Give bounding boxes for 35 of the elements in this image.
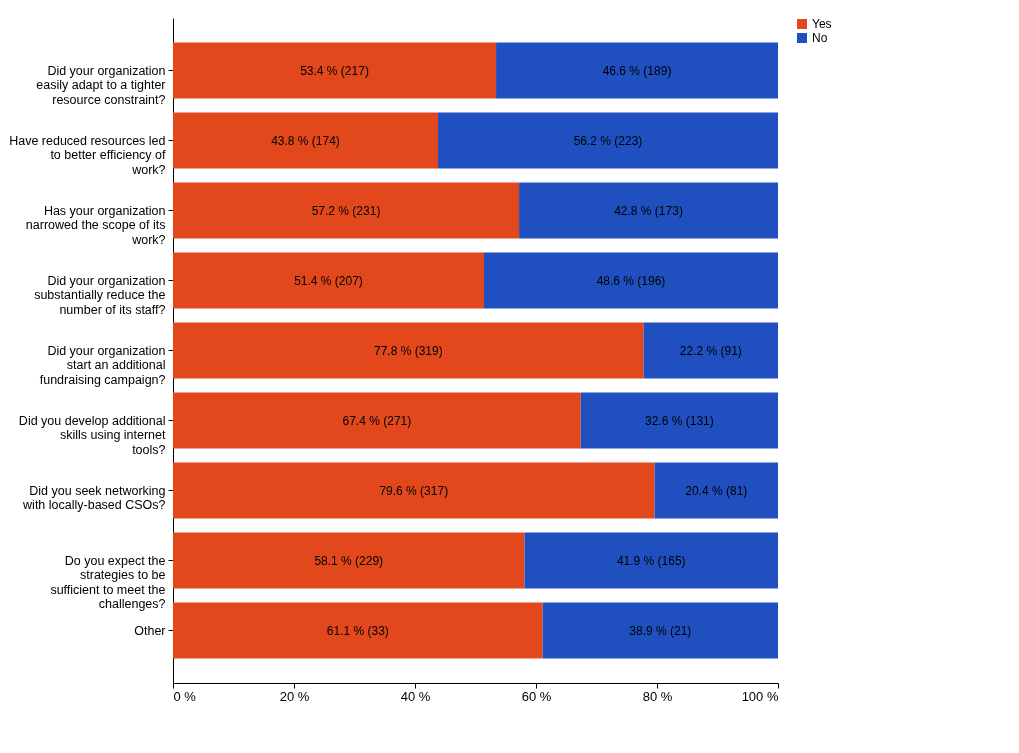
y-tick-label: Do you expect the strategies to be sufficient to meet the challenges? bbox=[50, 553, 166, 611]
x-tick-label: 100 % bbox=[741, 688, 779, 704]
data-label: 77.8 % (319) bbox=[373, 343, 443, 358]
data-label: 51.4 % (207) bbox=[294, 273, 363, 288]
data-label: 22.2 % (91) bbox=[679, 343, 742, 358]
data-label: 61.1 % (33) bbox=[326, 623, 389, 638]
data-label: 20.4 % (81) bbox=[685, 483, 748, 498]
legend-label: Yes bbox=[812, 17, 832, 31]
x-tick-label: 80 % bbox=[642, 688, 673, 704]
data-label: 58.1 % (229) bbox=[314, 553, 384, 568]
x-tick-label: 60 % bbox=[521, 688, 552, 704]
y-tick-label: Did your organization substantially reduce the number of its staff? bbox=[34, 273, 166, 317]
data-label: 56.2 % (223) bbox=[573, 133, 643, 148]
y-tick-label: Did you develop additional skills using internet tools? bbox=[18, 413, 167, 457]
data-label: 32.6 % (131) bbox=[645, 413, 714, 428]
data-label: 46.6 % (189) bbox=[602, 63, 672, 78]
y-tick-label: Has your organization narrowed the scope of its work? bbox=[25, 203, 166, 247]
y-tick-label: Did your organization start an additional fundraising campaign? bbox=[39, 343, 166, 387]
y-tick-label: Other bbox=[134, 623, 166, 638]
x-tick-label: 0 % bbox=[173, 688, 197, 704]
y-tick-label: Did you seek networking with locally-based CSOs? bbox=[22, 483, 166, 512]
data-label: 42.8 % (173) bbox=[614, 203, 683, 218]
data-label: 79.6 % (317) bbox=[379, 483, 449, 498]
data-label: 67.4 % (271) bbox=[342, 413, 412, 428]
data-label: 41.9 % (165) bbox=[616, 553, 686, 568]
data-label: 43.8 % (174) bbox=[271, 133, 340, 148]
data-label: 57.2 % (231) bbox=[311, 203, 381, 218]
y-tick-label: Have reduced resources led to better efficiency of work? bbox=[9, 133, 167, 177]
legend-label: No bbox=[812, 31, 828, 45]
y-tick-label: Did your organization easily adapt to a tighter resource constraint? bbox=[36, 63, 166, 107]
data-label: 38.9 % (21) bbox=[629, 623, 692, 638]
data-label: 48.6 % (196) bbox=[596, 273, 666, 288]
x-tick-label: 20 % bbox=[279, 688, 310, 704]
x-tick-label: 40 % bbox=[400, 688, 431, 704]
data-label: 53.4 % (217) bbox=[300, 63, 369, 78]
